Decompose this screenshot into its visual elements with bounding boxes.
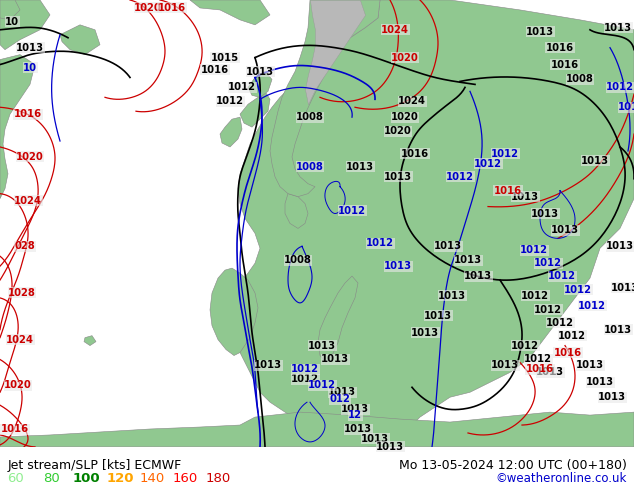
Text: 1016: 1016: [551, 60, 579, 70]
Text: 1024: 1024: [14, 196, 42, 206]
Text: 1012: 1012: [338, 205, 366, 216]
Text: 1012: 1012: [546, 318, 574, 328]
Text: 1016: 1016: [554, 347, 582, 358]
Text: 1013: 1013: [491, 361, 519, 370]
Text: 1024: 1024: [398, 97, 426, 106]
Text: 1013: 1013: [581, 156, 609, 166]
Text: 1008: 1008: [296, 112, 324, 122]
Text: 1013: 1013: [308, 341, 336, 350]
Text: 1012: 1012: [216, 97, 244, 106]
Text: 1020: 1020: [391, 52, 419, 63]
Text: 1013: 1013: [454, 255, 482, 265]
Text: 1013: 1013: [344, 424, 372, 434]
Text: 1012: 1012: [308, 380, 336, 391]
Text: 1013: 1013: [598, 392, 626, 402]
Text: 120: 120: [107, 472, 134, 485]
Text: 1012: 1012: [548, 271, 576, 281]
Text: 1013: 1013: [411, 328, 439, 338]
Text: 1020: 1020: [391, 112, 419, 122]
Text: ©weatheronline.co.uk: ©weatheronline.co.uk: [495, 472, 626, 485]
Text: 100: 100: [73, 472, 101, 485]
Text: 1012: 1012: [446, 172, 474, 182]
Text: 1015: 1015: [211, 52, 239, 63]
Text: 1013: 1013: [384, 172, 412, 182]
Text: 1012: 1012: [291, 374, 319, 384]
Text: 1016: 1016: [14, 109, 42, 119]
Text: 1013: 1013: [361, 434, 389, 444]
Text: 1013: 1013: [531, 209, 559, 219]
Text: Mo 13-05-2024 12:00 UTC (00+180): Mo 13-05-2024 12:00 UTC (00+180): [399, 459, 626, 472]
Text: 012: 012: [330, 394, 351, 404]
Text: 1016: 1016: [526, 365, 554, 374]
Text: 1016: 1016: [201, 65, 229, 74]
Text: 1028: 1028: [8, 288, 36, 298]
Text: 1020: 1020: [16, 152, 44, 162]
Text: 028: 028: [15, 241, 36, 251]
Text: 1012: 1012: [564, 285, 592, 295]
Text: 1012: 1012: [524, 354, 552, 365]
Text: 160: 160: [172, 472, 198, 485]
Text: 1012: 1012: [228, 82, 256, 93]
Text: 1012: 1012: [606, 82, 634, 93]
Text: 1013: 1013: [384, 261, 412, 271]
Text: 1012: 1012: [291, 365, 319, 374]
Text: 1024: 1024: [6, 335, 34, 344]
Text: 12: 12: [348, 410, 362, 420]
Text: 1012: 1012: [520, 245, 548, 255]
Text: 1008: 1008: [284, 255, 312, 265]
Text: 1013: 1013: [434, 241, 462, 251]
Text: 1016: 1016: [546, 43, 574, 52]
Text: 1020: 1020: [384, 126, 412, 136]
Text: 140: 140: [139, 472, 165, 485]
Text: 1012: 1012: [474, 159, 502, 169]
Text: 1012: 1012: [534, 258, 562, 268]
Text: 1013: 1013: [604, 23, 632, 33]
Text: 1013: 1013: [604, 325, 632, 335]
Text: 1012: 1012: [491, 149, 519, 159]
Text: 1013: 1013: [16, 43, 44, 52]
Text: 1020: 1020: [134, 3, 162, 13]
Text: 1012: 1012: [558, 331, 586, 341]
Text: 1016: 1016: [158, 3, 186, 13]
Text: 60: 60: [8, 472, 24, 485]
Text: 1013: 1013: [536, 368, 564, 377]
Text: 1012: 1012: [511, 341, 539, 350]
Text: 1013: 1013: [341, 404, 369, 414]
Text: Jet stream/SLP [kts] ECMWF: Jet stream/SLP [kts] ECMWF: [8, 459, 182, 472]
Text: 1016: 1016: [1, 424, 29, 434]
Text: 1013: 1013: [586, 377, 614, 387]
Text: 1024: 1024: [381, 25, 409, 35]
Text: 1013: 1013: [246, 67, 274, 76]
Text: 1016: 1016: [401, 149, 429, 159]
Text: 1013: 1013: [511, 192, 539, 201]
Text: 1013: 1013: [254, 361, 282, 370]
Text: 1012: 1012: [366, 238, 394, 248]
Text: 1013: 1013: [526, 27, 554, 37]
Text: 10: 10: [5, 17, 19, 27]
Text: 1013: 1013: [328, 387, 356, 397]
Text: 1012: 1012: [618, 102, 634, 112]
Text: 1013: 1013: [321, 354, 349, 365]
Text: 1013: 1013: [611, 283, 634, 293]
Text: 1008: 1008: [296, 162, 324, 172]
Text: 1013: 1013: [346, 162, 374, 172]
Text: 1013: 1013: [576, 361, 604, 370]
Text: 1013: 1013: [464, 271, 492, 281]
Text: 80: 80: [43, 472, 60, 485]
Text: 1013: 1013: [376, 442, 404, 452]
Text: 1012: 1012: [521, 291, 549, 301]
Text: 1013: 1013: [606, 241, 634, 251]
Text: 10: 10: [23, 63, 37, 73]
Text: 1008: 1008: [566, 74, 594, 84]
Text: 1020: 1020: [4, 380, 32, 391]
Text: 1016: 1016: [494, 186, 522, 196]
Text: 1013: 1013: [438, 291, 466, 301]
Text: 1012: 1012: [534, 305, 562, 315]
Text: 180: 180: [206, 472, 231, 485]
Text: 1012: 1012: [578, 301, 606, 311]
Text: 1013: 1013: [424, 311, 452, 321]
Text: 1013: 1013: [551, 225, 579, 235]
